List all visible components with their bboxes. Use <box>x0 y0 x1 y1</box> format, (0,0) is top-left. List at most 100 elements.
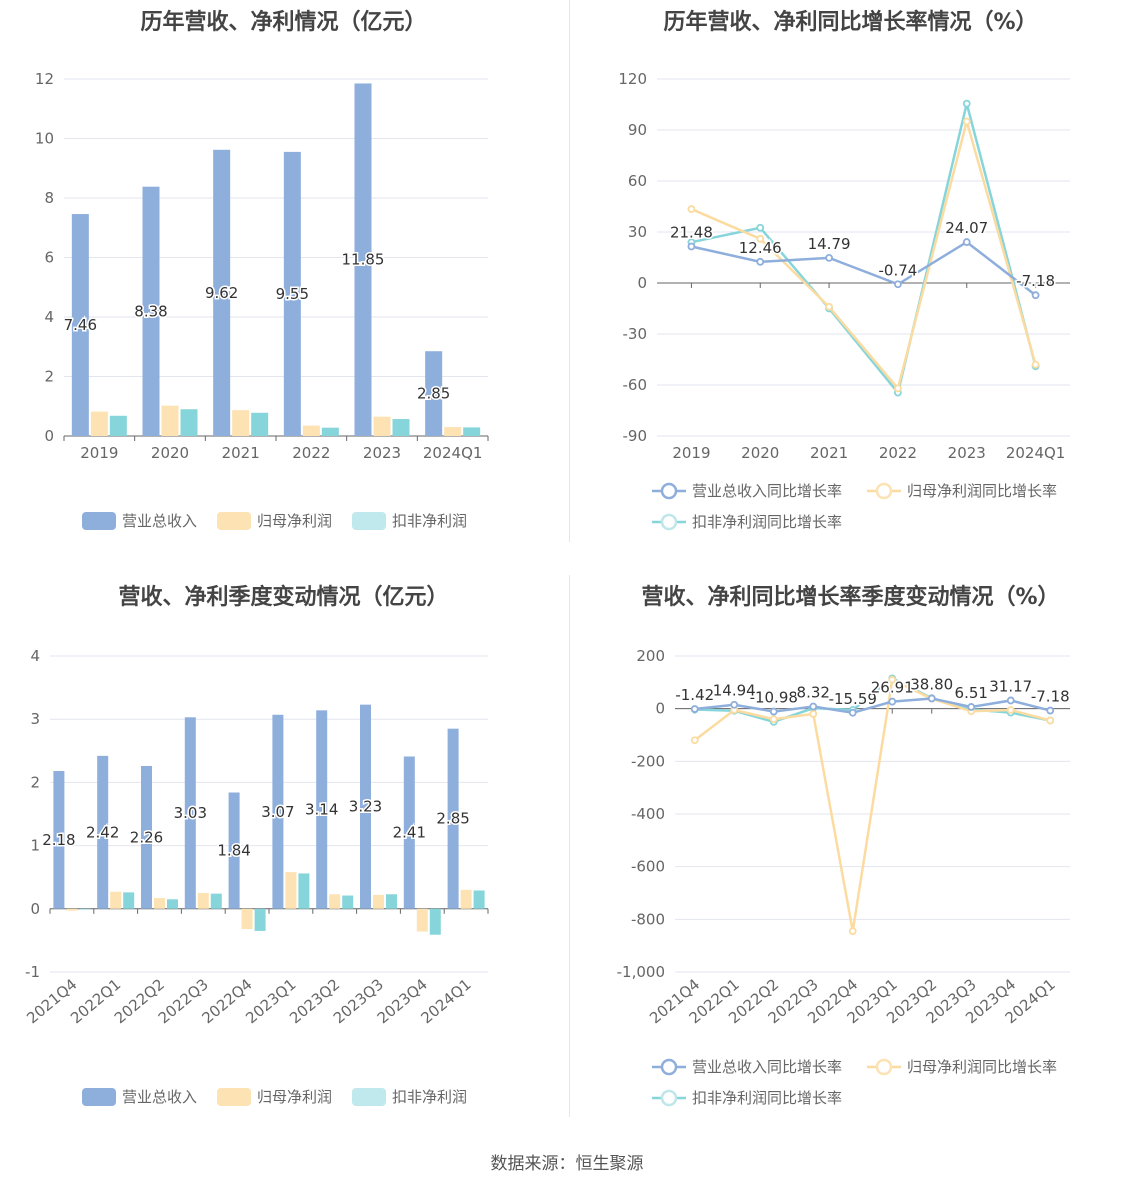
annual-growth-chart: -90 -60 -30 0 30 60 90 120 2019 2020 2021 2022 2023 2… <box>618 70 1070 531</box>
bar <box>460 889 472 909</box>
data-point <box>687 205 696 213</box>
y-tick-label: 0 <box>655 700 665 718</box>
data-label: 2.85 <box>436 810 469 828</box>
y-tick-label: -600 <box>631 858 665 876</box>
y-tick-label: 4 <box>30 647 40 665</box>
y-tick-label: -200 <box>631 752 665 770</box>
annual-amount-title: 历年营收、净利情况（亿元） <box>140 10 427 35</box>
data-label: 3.07 <box>261 803 294 821</box>
bar <box>228 792 240 909</box>
vertical-divider-top <box>569 0 570 542</box>
legend-marker <box>660 1089 678 1107</box>
data-point <box>769 707 778 716</box>
bar <box>360 704 371 909</box>
data-label: 6.51 <box>955 684 988 702</box>
bar <box>416 908 428 932</box>
legend-marker <box>660 513 678 531</box>
data-point <box>1006 706 1015 714</box>
data-label: 2.26 <box>130 828 163 846</box>
data-label: 31.17 <box>989 677 1032 695</box>
data-point <box>769 715 778 724</box>
data-point <box>848 708 857 717</box>
series-line <box>691 240 1037 297</box>
bar <box>321 427 339 436</box>
data-point <box>687 242 696 251</box>
bar <box>444 427 462 436</box>
annual-growth-panel: 历年营收、净利同比增长率情况（%） -90 -60 -30 0 30 60 90 120 201… <box>567 0 1134 575</box>
y-tick-label: 200 <box>636 647 665 665</box>
legend-label: 营业总收入 <box>122 1088 197 1106</box>
data-label: 2.18 <box>42 831 75 849</box>
series-line <box>693 677 1051 932</box>
bar <box>329 894 341 909</box>
bar <box>386 894 397 909</box>
bar <box>447 728 459 909</box>
data-label: -15.59 <box>829 690 877 708</box>
bar <box>254 908 266 931</box>
x-tick-label: 2021 <box>222 444 260 462</box>
bar <box>110 891 122 909</box>
data-label: -0.74 <box>879 261 918 279</box>
data-point <box>927 694 936 703</box>
legend-label: 营业总收入同比增长率 <box>692 1058 842 1076</box>
annual-amount-panel: 历年营收、净利情况（亿元） 0 2 4 6 8 10 12 2019 2020 2021 2022 2… <box>0 0 567 575</box>
bar <box>283 151 301 436</box>
bar <box>71 214 89 436</box>
y-tick-label: 60 <box>628 172 647 190</box>
data-label: 9.62 <box>205 284 238 302</box>
series-line <box>690 116 1037 392</box>
data-label: 26.91 <box>871 679 914 697</box>
bar <box>425 351 443 436</box>
y-tick-label: -60 <box>623 376 648 394</box>
data-point <box>1006 696 1015 705</box>
data-point <box>894 280 902 289</box>
legend-label: 营业总收入 <box>122 512 197 530</box>
y-tick-label: 0 <box>637 274 647 292</box>
data-label: 21.48 <box>670 223 713 241</box>
bar <box>66 908 78 911</box>
data-label: 2.42 <box>86 823 119 841</box>
legend-label: 归母净利润同比增长率 <box>907 1058 1057 1076</box>
x-tick-label: 2024Q1 <box>417 975 474 1027</box>
bar <box>373 894 384 909</box>
legend-marker <box>875 1058 893 1076</box>
bar <box>90 411 108 436</box>
legend-swatch <box>217 1088 251 1106</box>
y-tick-label: 120 <box>618 70 647 88</box>
series-line <box>691 103 1037 396</box>
x-tick-label: 2022 <box>292 444 330 462</box>
data-label: 2.85 <box>417 385 450 403</box>
bar <box>232 410 250 436</box>
bar <box>184 717 196 909</box>
data-point <box>825 302 833 311</box>
bar <box>302 425 320 436</box>
bar <box>109 415 127 436</box>
y-tick-label: -800 <box>631 910 665 928</box>
legend-swatch <box>352 512 386 530</box>
data-point <box>756 234 765 243</box>
data-label: 8.32 <box>797 683 830 701</box>
data-label: 3.23 <box>349 798 382 816</box>
y-tick-label: -1 <box>25 963 40 981</box>
bar <box>53 771 65 909</box>
bar <box>161 405 179 436</box>
bar <box>197 893 209 909</box>
bar <box>473 890 485 909</box>
data-label: 9.55 <box>276 285 309 303</box>
bar <box>123 892 135 909</box>
bar <box>241 908 253 930</box>
legend-label: 扣非净利润 <box>392 512 467 530</box>
y-tick-label: -1,000 <box>617 963 665 981</box>
bar <box>354 83 372 437</box>
bar <box>403 756 415 909</box>
x-tick-label: 2022 <box>879 444 917 462</box>
quarterly-amount-panel: 营收、净利季度变动情况（亿元） -1 0 1 2 3 4 2021Q4 2022Q1 2022Q… <box>0 575 567 1150</box>
series-line <box>694 697 1051 715</box>
quarterly-growth-title: 营收、净利同比增长率季度变动情况（%） <box>641 585 1060 610</box>
data-point <box>962 117 971 126</box>
legend-label: 扣非净利润 <box>392 1088 467 1106</box>
data-label: 2.41 <box>393 824 426 842</box>
bar <box>167 899 178 909</box>
x-tick-label: 2023 <box>363 444 401 462</box>
bar <box>298 873 310 909</box>
